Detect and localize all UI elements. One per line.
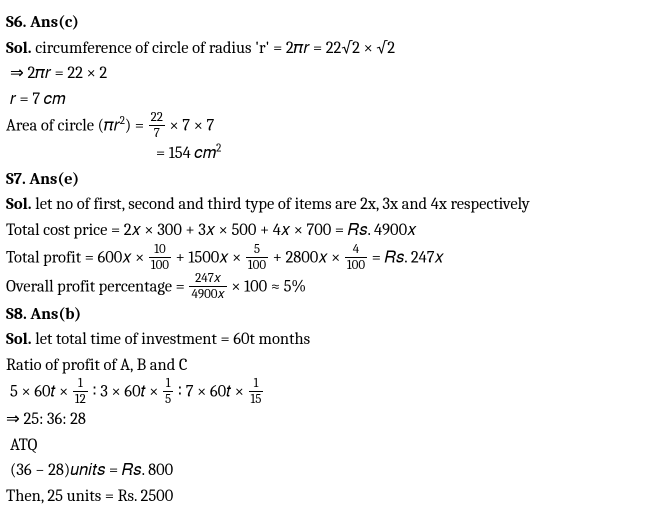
s6-line2: ⇒ 2𝜋𝑟 = 22 × 2 (6, 61, 655, 87)
s6-line4a: Area of circle (𝜋𝑟 (6, 117, 120, 136)
s7-frac1-den: 100 (149, 258, 171, 272)
s8-frac3-den: 15 (249, 392, 264, 406)
s8-line3b: ∶ 3 × 60𝑡 × (89, 383, 162, 402)
s8-header: S8. Ans(b) (6, 302, 655, 328)
s6-line5a: = 154 𝑐𝑚 (156, 144, 216, 163)
s8-frac1-num: 1 (73, 377, 88, 392)
s7-frac2: 5100 (246, 243, 268, 272)
s8-line6: (36 − 28)𝑢𝑛𝑖𝑡𝑠 = 𝑅𝑠. 800 (6, 458, 655, 484)
s8-line3c: ∶ 7 × 60𝑡 × (174, 383, 247, 402)
s6-header: S6. Ans(c) (6, 10, 655, 36)
s7-frac3-den: 100 (345, 258, 367, 272)
s8-frac2-den: 5 (163, 392, 173, 406)
s7-line4a: Overall profit percentage = (6, 277, 188, 296)
s8-line1-text: let total time of investment = 60t month… (35, 330, 310, 349)
s6-line5: = 154 𝑐𝑚2 (6, 141, 655, 167)
s8-line5: ATQ (6, 433, 655, 459)
s8-line3: 5 × 60𝑡 × 112 ∶ 3 × 60𝑡 × 15 ∶ 7 × 60𝑡 ×… (6, 378, 655, 407)
s8-frac1-den: 12 (73, 392, 88, 406)
s7-header: S7. Ans(e) (6, 167, 655, 193)
s7-line2: Total cost price = 2𝑥 × 300 + 3𝑥 × 500 +… (6, 218, 655, 244)
s8-line3a: 5 × 60𝑡 × (10, 383, 72, 402)
s7-frac4: 247𝑥4900𝑥 (189, 272, 226, 301)
s7-line3c: + 2800𝑥 × (269, 248, 344, 267)
s7-frac4-num: 247𝑥 (189, 272, 226, 287)
s6-frac1-den: 7 (149, 126, 165, 140)
s7-line1: Sol. let no of first, second and third t… (6, 192, 655, 218)
s7-frac3-num: 4 (345, 243, 367, 258)
s6-line4b: ) = (125, 117, 148, 136)
s6-line4c: × 7 × 7 (166, 117, 214, 136)
s8-sol-label: Sol. (6, 330, 35, 349)
s8-line2: Ratio of profit of A, B and C (6, 353, 655, 379)
s7-line3: Total profit = 600𝑥 × 10100 + 1500𝑥 × 51… (6, 244, 655, 273)
s6-line4: Area of circle (𝜋𝑟2) = 227 × 7 × 7 (6, 112, 655, 141)
s7-frac2-den: 100 (246, 258, 268, 272)
s8-frac3-num: 1 (249, 377, 264, 392)
s7-line4: Overall profit percentage = 247𝑥4900𝑥 × … (6, 273, 655, 302)
s7-frac1-num: 10 (149, 243, 171, 258)
s6-line5sup: 2 (216, 142, 221, 155)
s7-frac4-den: 4900𝑥 (189, 287, 226, 301)
s6-frac1-num: 22 (149, 111, 165, 126)
s7-line4b: × 100 ≈ 5% (228, 277, 306, 296)
s6-frac1: 227 (149, 111, 165, 140)
s8-line1: Sol. let total time of investment = 60t … (6, 327, 655, 353)
s7-line1-text: let no of first, second and third type o… (35, 195, 530, 214)
s8-line7: Then, 25 units = Rs. 2500 (6, 484, 655, 510)
s8-frac2-num: 1 (163, 377, 173, 392)
s7-sol-label: Sol. (6, 195, 35, 214)
s8-line4: ⇒ 25: 36: 28 (6, 407, 655, 433)
s7-line3a: Total profit = 600𝑥 × (6, 248, 148, 267)
s6-sol-label: Sol. (6, 39, 35, 58)
s6-line1-text: circumference of circle of radius 'r' = … (35, 39, 395, 58)
s7-line3d: = 𝑅𝑠. 247𝑥 (368, 248, 444, 267)
s6-line3: 𝑟 = 7 𝑐𝑚 (6, 87, 655, 113)
s7-frac2-num: 5 (246, 243, 268, 258)
s7-frac3: 4100 (345, 243, 367, 272)
s7-line3b: + 1500𝑥 × (172, 248, 245, 267)
s6-line1: Sol. circumference of circle of radius '… (6, 36, 655, 62)
s8-frac3: 115 (249, 377, 264, 406)
s8-frac2: 15 (163, 377, 173, 406)
s7-frac1: 10100 (149, 243, 171, 272)
s8-frac1: 112 (73, 377, 88, 406)
